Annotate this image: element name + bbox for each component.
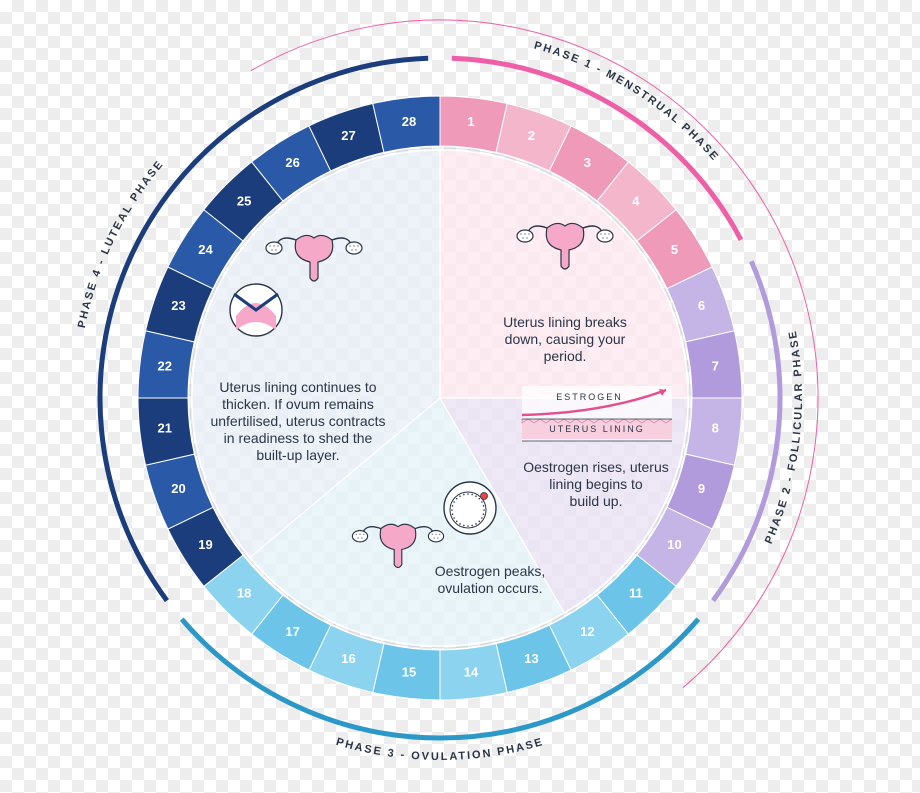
phase1-desc-line: Uterus lining breaks [503,314,627,330]
phase4-desc-line: in readiness to shed the [224,430,373,446]
day-number-16: 16 [341,651,355,666]
day-number-11: 11 [629,585,643,600]
day-number-12: 12 [580,624,594,639]
day-number-13: 13 [524,651,538,666]
day-number-8: 8 [712,420,719,435]
phase1-desc-line: period. [544,348,587,364]
day-number-25: 25 [237,194,251,209]
cycle-diagram-svg: 1234567891011121314151617181920212223242… [0,0,920,793]
callout-lining-icon [230,284,282,336]
day-number-26: 26 [285,155,299,170]
phase3-desc-line: Oestrogen peaks, [435,563,546,579]
phase4-desc-line: unfertilised, uterus contracts [210,413,385,429]
day-number-20: 20 [171,481,185,496]
phase2-desc-line: lining begins to [549,476,643,492]
phase4-desc-line: Uterus lining continues to [219,379,376,395]
day-number-27: 27 [341,128,355,143]
phase4-desc-line: built-up layer. [256,447,339,463]
estrogen-label: ESTROGEN [556,392,623,402]
day-number-2: 2 [528,128,535,143]
day-number-18: 18 [237,585,251,600]
phase2-desc-line: Oestrogen rises, uterus [523,459,669,475]
day-number-15: 15 [402,665,416,680]
day-number-1: 1 [467,114,474,129]
callout-ovum-icon [444,482,496,534]
estrogen-chart: ESTROGEN UTERUS LINING [522,386,672,441]
day-number-9: 9 [698,481,705,496]
day-number-19: 19 [198,537,212,552]
diagram-canvas: 1234567891011121314151617181920212223242… [0,0,920,793]
day-number-23: 23 [171,298,185,313]
phase1-desc-line: down, causing your [505,331,626,347]
day-number-24: 24 [198,242,213,257]
day-number-4: 4 [632,194,640,209]
day-number-21: 21 [158,420,172,435]
day-number-28: 28 [402,114,416,129]
phase2-label: PHASE 2 - FOLLICULAR PHASE [763,328,805,545]
day-number-17: 17 [285,624,299,639]
day-number-10: 10 [667,537,681,552]
uterus-lining-label: UTERUS LINING [549,424,645,434]
phase3-desc-line: ovulation occurs. [437,580,542,596]
phase3-description: Oestrogen peaks,ovulation occurs. [435,563,546,596]
day-number-22: 22 [158,358,172,373]
day-number-14: 14 [464,665,479,680]
day-number-3: 3 [584,155,591,170]
day-number-5: 5 [671,242,678,257]
phase2-desc-line: build up. [570,493,623,509]
day-number-7: 7 [712,358,719,373]
day-number-6: 6 [698,298,705,313]
phase4-desc-line: thicken. If ovum remains [222,396,374,412]
